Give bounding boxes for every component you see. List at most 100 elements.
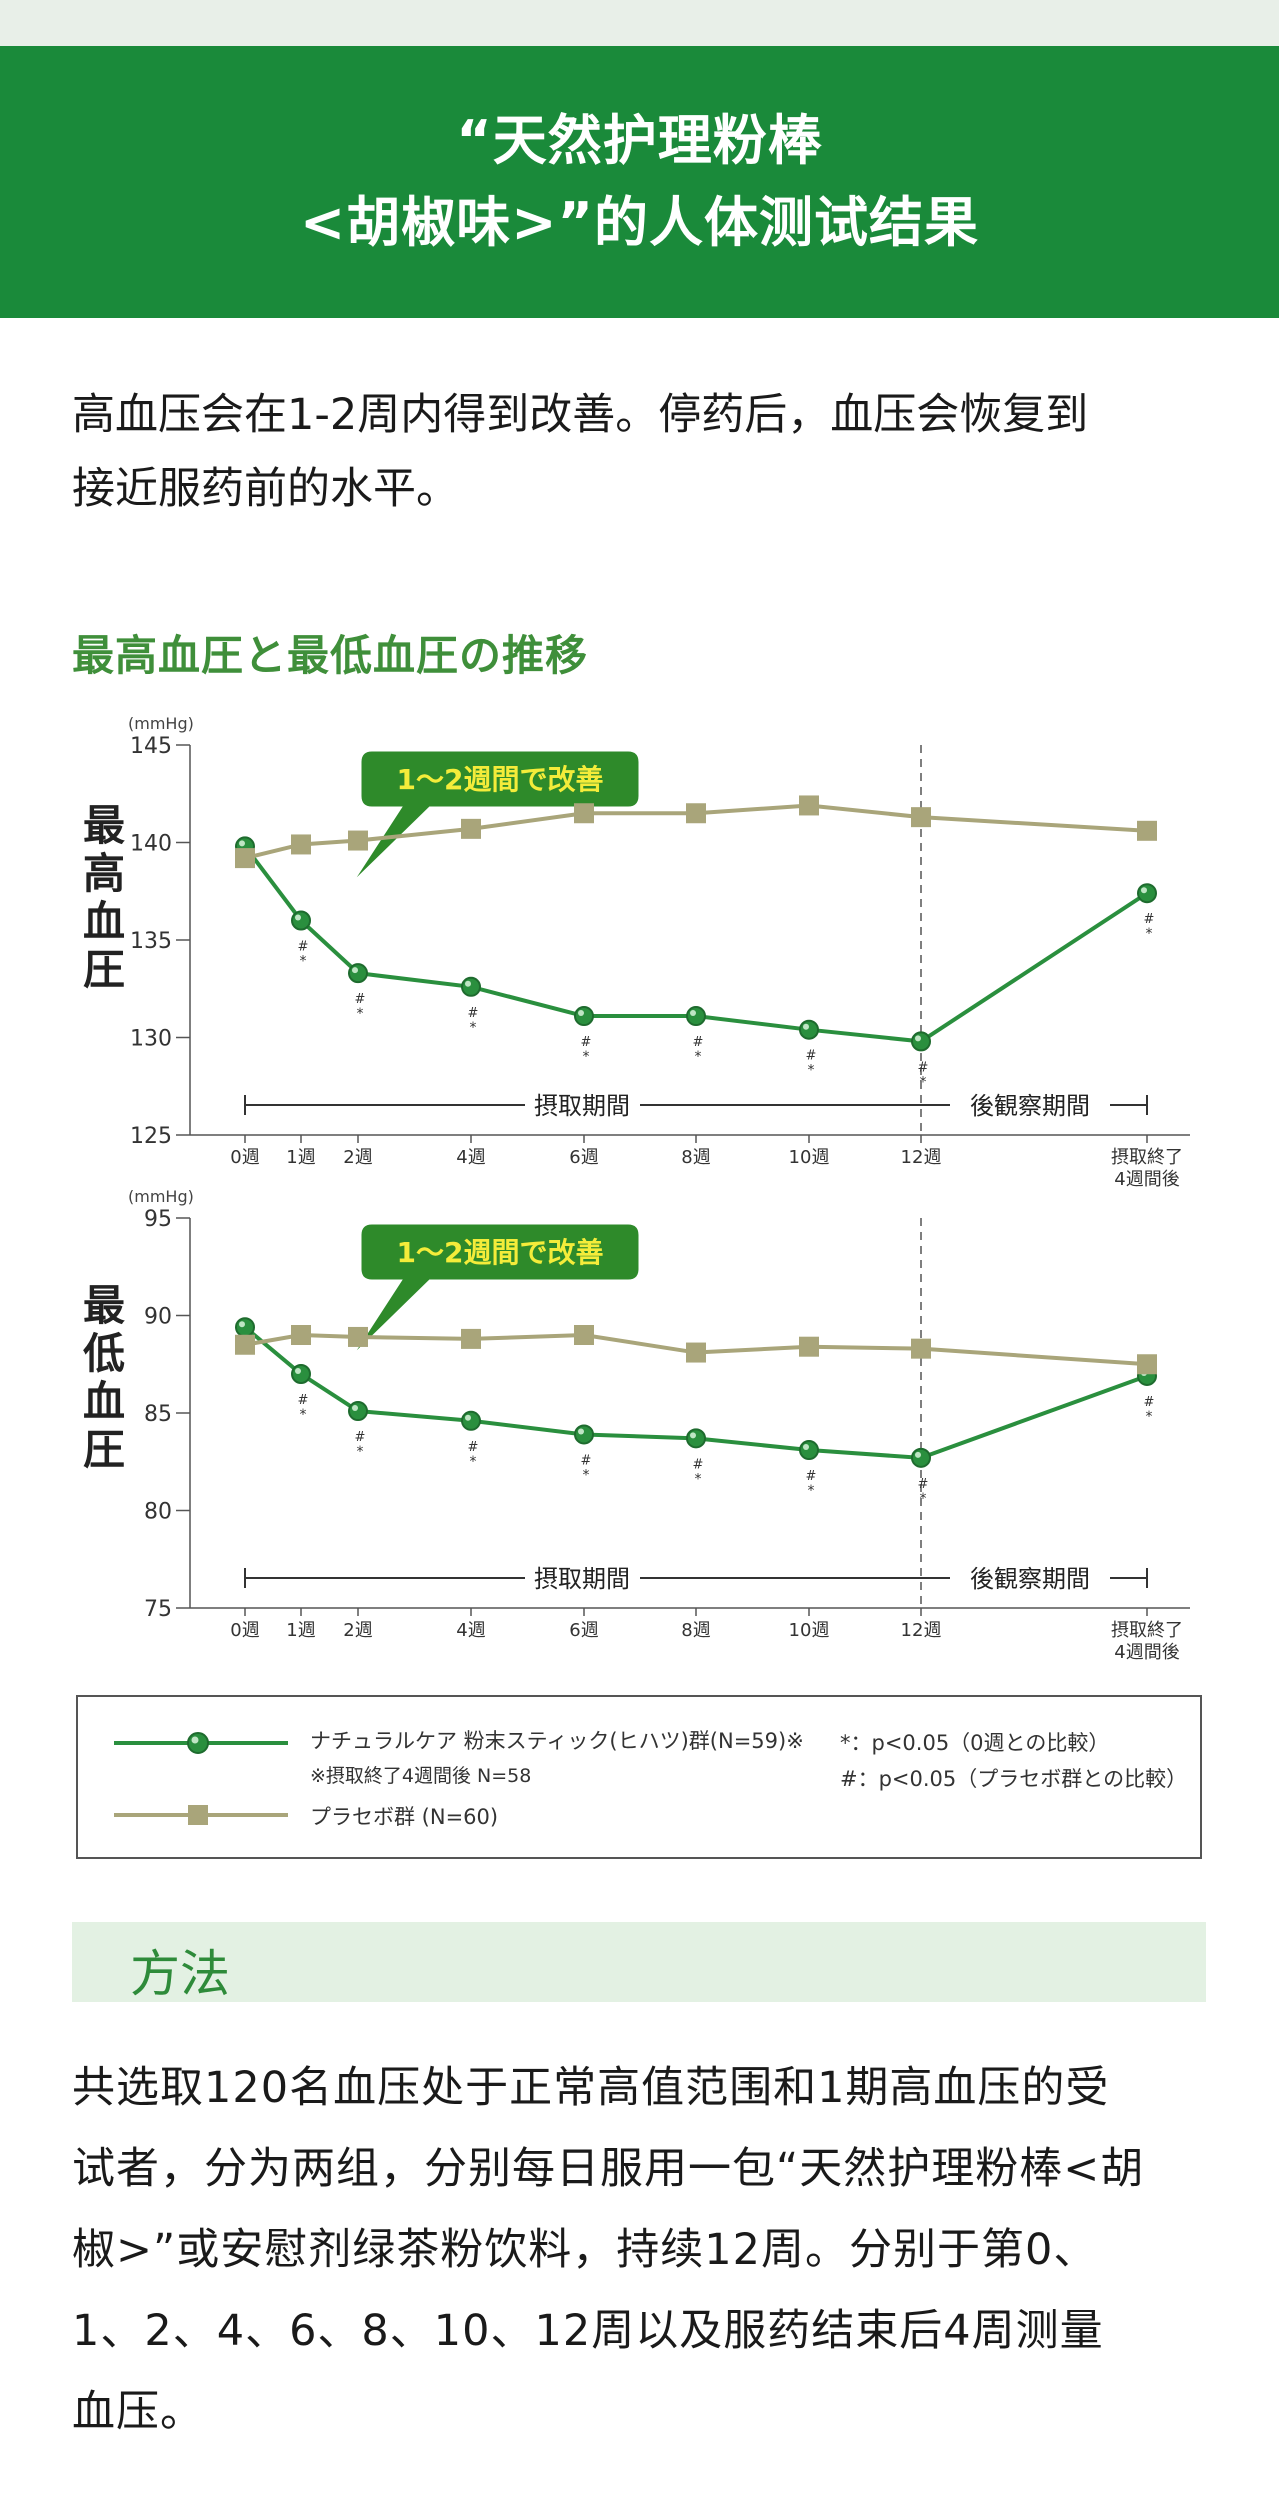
significance-hash: # bbox=[581, 1035, 592, 1050]
period-label-intake: 摂取期間 bbox=[534, 1565, 630, 1593]
legend-note-star: *：p<0.05（0週との比較） bbox=[840, 1731, 1110, 1755]
x-tick-label: 4週 bbox=[456, 1147, 485, 1168]
chart-title: 最高血圧と最低血圧の推移 bbox=[72, 631, 589, 680]
x-tick-label: 摂取終了 bbox=[1111, 1147, 1183, 1168]
method-line: 试者，分为两组，分别每日服用一包“天然护理粉棒<胡 bbox=[72, 2144, 1145, 2194]
data-point-highlight bbox=[465, 980, 471, 987]
callout-text: 1～2週間で改善 bbox=[397, 1236, 604, 1269]
significance-star: * bbox=[808, 1063, 815, 1079]
y-axis-title-char: 高 bbox=[83, 849, 125, 898]
x-tick-label: 12週 bbox=[901, 1147, 942, 1168]
method-heading: 方法 bbox=[130, 1945, 230, 2003]
legend-green-marker-highlight bbox=[191, 1736, 199, 1744]
data-point-highlight bbox=[690, 1432, 696, 1439]
significance-star: * bbox=[583, 1049, 590, 1065]
significance-hash: # bbox=[806, 1049, 817, 1064]
intro-text: 高血压会在1-2周内得到改善。停药后，血压会恢复到 接近服药前的水平。 bbox=[72, 378, 1222, 526]
y-axis-title-char: 血 bbox=[83, 897, 125, 946]
y-axis-title-char: 最 bbox=[83, 1281, 125, 1330]
callout-text: 1～2週間で改善 bbox=[397, 763, 604, 796]
period-label-followup: 後観察期間 bbox=[970, 1565, 1090, 1593]
x-tick-label: 1週 bbox=[286, 1620, 315, 1641]
data-point-highlight bbox=[915, 1035, 921, 1042]
significance-star: * bbox=[357, 1444, 364, 1460]
header-banner: “天然护理粉棒 <胡椒味>”的人体测试结果 bbox=[0, 46, 1279, 318]
x-tick-label: 2週 bbox=[343, 1620, 372, 1641]
y-tick-label: 75 bbox=[144, 1597, 172, 1622]
data-point-placebo bbox=[686, 1342, 706, 1363]
data-point-natural-care bbox=[799, 1019, 819, 1040]
data-point-placebo bbox=[348, 830, 368, 851]
method-line: 共选取120名血压处于正常高值范围和1期高血压的受 bbox=[72, 2063, 1110, 2113]
significance-star: * bbox=[808, 1483, 815, 1499]
data-point-placebo bbox=[348, 1326, 368, 1347]
data-point-placebo bbox=[686, 803, 706, 824]
data-point-natural-care bbox=[348, 963, 368, 984]
data-point-natural-care bbox=[911, 1447, 931, 1468]
x-tick-label: 摂取終了 bbox=[1111, 1620, 1183, 1641]
data-point-natural-care bbox=[348, 1401, 368, 1422]
banner-title-line1: “天然护理粉棒 bbox=[456, 109, 823, 172]
legend-note-hash: #：p<0.05（プラセボ群との比較） bbox=[840, 1767, 1188, 1791]
significance-star: * bbox=[470, 1020, 477, 1036]
data-point-placebo bbox=[799, 795, 819, 816]
banner-title-line2: <胡椒味>”的人体测试结果 bbox=[300, 191, 979, 254]
y-tick-label: 95 bbox=[144, 1207, 172, 1232]
significance-star: * bbox=[470, 1454, 477, 1470]
period-label-intake: 摂取期間 bbox=[534, 1092, 630, 1120]
legend-markers bbox=[114, 1732, 288, 1825]
significance-star: * bbox=[920, 1491, 927, 1507]
data-point-highlight bbox=[465, 1414, 471, 1421]
significance-hash: # bbox=[298, 940, 309, 955]
data-point-natural-care bbox=[291, 1364, 311, 1384]
y-axis-title-char: 最 bbox=[83, 801, 125, 850]
data-point-placebo bbox=[235, 848, 255, 869]
x-tick-label: 4週 bbox=[456, 1620, 485, 1641]
chart-legend: ナチュラルケア 粉末スティック(ヒハツ)群(N=59)※ ※摂取終了4週間後 N… bbox=[76, 1695, 1202, 1859]
data-point-placebo bbox=[1137, 1354, 1157, 1375]
significance-hash: # bbox=[355, 992, 366, 1007]
data-point-placebo bbox=[1137, 820, 1157, 841]
data-point-highlight bbox=[1141, 887, 1147, 894]
y-axis-title-char: 低 bbox=[83, 1329, 125, 1378]
y-tick-label: 140 bbox=[130, 832, 172, 857]
callout-bubble bbox=[346, 748, 642, 890]
data-point-natural-care bbox=[235, 1317, 255, 1338]
y-tick-label: 130 bbox=[130, 1027, 172, 1052]
x-tick-label: 10週 bbox=[789, 1620, 830, 1641]
significance-star: * bbox=[300, 1407, 307, 1423]
data-point-placebo bbox=[461, 1328, 481, 1349]
x-tick-label: 6週 bbox=[569, 1147, 598, 1168]
data-point-natural-care bbox=[461, 976, 481, 997]
intro-line2: 接近服药前的水平。 bbox=[72, 464, 459, 514]
x-tick-label: 8週 bbox=[681, 1147, 710, 1168]
significance-hash: # bbox=[468, 1006, 479, 1021]
significance-hash: # bbox=[1144, 1395, 1155, 1410]
y-axis-title-char: 血 bbox=[83, 1377, 125, 1426]
data-point-placebo bbox=[291, 834, 311, 855]
x-tick-label: 8週 bbox=[681, 1620, 710, 1641]
x-tick-label: 6週 bbox=[569, 1620, 598, 1641]
period-label-followup: 後観察期間 bbox=[970, 1092, 1090, 1120]
data-point-natural-care bbox=[574, 1006, 594, 1027]
significance-hash: # bbox=[468, 1440, 479, 1455]
significance-hash: # bbox=[1144, 912, 1155, 927]
significance-hash: # bbox=[581, 1453, 592, 1468]
legend-tan-marker bbox=[188, 1805, 208, 1825]
data-point-highlight bbox=[295, 1368, 301, 1374]
x-tick-label: 4週間後 bbox=[1114, 1169, 1179, 1190]
legend-tan-label: プラセボ群 (N=60) bbox=[310, 1805, 499, 1829]
significance-star: * bbox=[920, 1074, 927, 1090]
significance-star: * bbox=[583, 1467, 590, 1483]
y-tick-label: 145 bbox=[130, 734, 172, 759]
x-tick-label: 0週 bbox=[230, 1147, 259, 1168]
significance-hash: # bbox=[918, 1060, 929, 1075]
data-point-placebo bbox=[574, 803, 594, 824]
data-point-highlight bbox=[690, 1010, 696, 1017]
y-tick-label: 80 bbox=[144, 1500, 172, 1525]
intro-line1: 高血压会在1-2周内得到改善。停药后，血压会恢复到 bbox=[72, 390, 1089, 440]
data-point-highlight bbox=[352, 967, 358, 974]
y-tick-label: 135 bbox=[130, 929, 172, 954]
x-tick-label: 10週 bbox=[789, 1147, 830, 1168]
